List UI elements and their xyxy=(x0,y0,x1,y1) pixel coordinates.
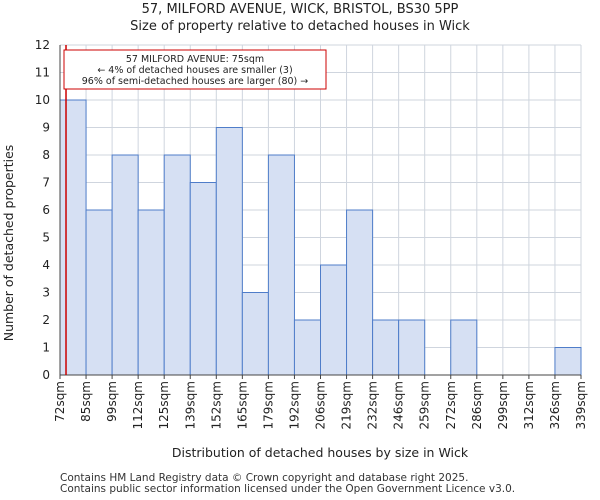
x-tick-label: 152sqm xyxy=(209,381,223,429)
x-tick-label: 339sqm xyxy=(574,381,588,429)
y-axis-label: Number of detached properties xyxy=(1,145,16,342)
histogram-bar xyxy=(137,209,165,376)
x-tick-label: 246sqm xyxy=(392,381,406,429)
histogram-bar xyxy=(450,319,478,376)
x-tick-label: 206sqm xyxy=(314,381,328,429)
y-tick-label: 1 xyxy=(42,341,50,355)
histogram-bar xyxy=(346,209,374,376)
y-tick-label: 6 xyxy=(42,203,50,217)
x-tick-label: 299sqm xyxy=(496,381,510,429)
histogram-bar xyxy=(372,319,400,376)
bars xyxy=(59,99,582,376)
x-tick-label: 259sqm xyxy=(418,381,432,429)
histogram-bar xyxy=(59,99,87,376)
axes xyxy=(59,45,582,379)
y-tick-label: 2 xyxy=(42,313,50,327)
footer-line-1: Contains HM Land Registry data © Crown c… xyxy=(60,472,469,484)
x-tick-label: 99sqm xyxy=(105,381,119,422)
chart-title: 57, MILFORD AVENUE, WICK, BRISTOL, BS30 … xyxy=(141,2,459,17)
annotation-box: 57 MILFORD AVENUE: 75sqm ← 4% of detache… xyxy=(63,49,327,90)
footer-line-2: Contains public sector information licen… xyxy=(60,483,516,495)
histogram-bar xyxy=(293,319,322,376)
annotation-line-3: 96% of semi-detached houses are larger (… xyxy=(82,76,309,87)
y-tick-label: 3 xyxy=(42,286,50,300)
y-tick-label: 10 xyxy=(35,93,50,107)
x-tick-label: 219sqm xyxy=(340,381,354,429)
histogram-bar xyxy=(189,182,217,376)
histogram-bar xyxy=(398,319,426,376)
y-tick-label: 0 xyxy=(42,368,50,382)
x-tick-label: 72sqm xyxy=(53,381,67,422)
x-tick-label: 312sqm xyxy=(522,381,536,429)
x-tick-label: 272sqm xyxy=(444,381,458,429)
y-tick-label: 11 xyxy=(35,66,50,80)
y-tick-label: 5 xyxy=(42,231,50,245)
histogram-bar xyxy=(215,127,243,376)
y-tick-label: 12 xyxy=(35,38,50,52)
histogram-bar xyxy=(85,209,113,376)
x-tick-label: 286sqm xyxy=(470,381,484,429)
histogram-bar xyxy=(267,154,295,376)
x-tick-label: 179sqm xyxy=(261,381,275,429)
x-tick-label: 139sqm xyxy=(183,381,197,429)
y-tick-label: 8 xyxy=(42,148,50,162)
x-tick-label: 165sqm xyxy=(235,381,249,429)
x-tick-label: 192sqm xyxy=(287,381,301,429)
y-tick-label: 4 xyxy=(42,258,50,272)
histogram-bar xyxy=(554,347,582,376)
x-tick-label: 326sqm xyxy=(548,381,562,429)
histogram-bar xyxy=(111,154,139,376)
x-tick-label: 85sqm xyxy=(79,381,93,422)
annotation-border xyxy=(63,49,327,90)
histogram-bar xyxy=(163,154,191,376)
annotation-line-1: 57 MILFORD AVENUE: 75sqm xyxy=(126,54,264,65)
x-tick-label: 232sqm xyxy=(366,381,380,429)
histogram-bar xyxy=(320,264,348,376)
x-tick-labels: 72sqm 85sqm 99sqm 112sqm 125sqm 139sqm 152sqm 1… xyxy=(53,381,588,429)
x-tick-label: 125sqm xyxy=(157,381,171,429)
y-tick-label: 7 xyxy=(42,176,50,190)
chart-subtitle: Size of property relative to detached ho… xyxy=(130,19,470,34)
y-tick-label: 9 xyxy=(42,121,50,135)
x-tick-label: 112sqm xyxy=(131,381,145,429)
histogram-bar xyxy=(241,292,269,376)
x-axis-label: Distribution of detached houses by size … xyxy=(172,445,469,460)
annotation-line-2: ← 4% of detached houses are smaller (3) xyxy=(97,65,292,76)
